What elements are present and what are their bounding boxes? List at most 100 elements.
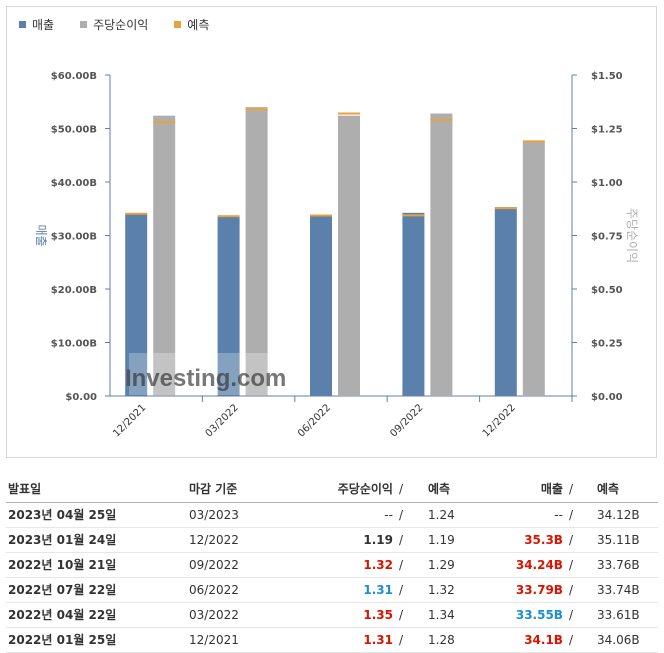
row-period: 06/2022 xyxy=(189,583,239,597)
y-left-tick-label: $60.00B xyxy=(51,71,97,82)
y-right-tick-label: $1.00 xyxy=(591,178,623,189)
legend-swatch-forecast xyxy=(174,20,182,28)
row-revenue-slash: / xyxy=(568,608,573,622)
row-eps-value: -- xyxy=(384,508,393,522)
row-date: 2022년 04월 22일 xyxy=(8,608,117,622)
table-row: 2022년 04월 22일 03/2022 1.35 / 1.34 33.55B / 33.6… xyxy=(6,603,658,628)
x-tick-label: 09/2022 xyxy=(388,402,425,439)
eps-forecast-mark xyxy=(522,140,545,143)
eps-bar xyxy=(522,141,545,396)
row-eps-slash: / xyxy=(398,533,403,547)
legend-item-revenue[interactable]: 매출 xyxy=(19,16,54,33)
y-left-tick-label: $30.00B xyxy=(51,232,97,243)
revenue-bar xyxy=(310,215,332,396)
table-header-row: 발표일 마감 기준 주당순이익 / 예측 매출 / 예측 xyxy=(6,477,658,503)
row-eps-value: 1.35 xyxy=(363,608,393,622)
y-axis-left-title: 매출 xyxy=(34,224,48,246)
x-tick-label: 06/2022 xyxy=(296,402,333,439)
row-revenue-value: 34.24B xyxy=(515,558,563,572)
table-body: 2023년 04월 25일 03/2023 --/1.24 --/34.12B 2023… xyxy=(6,503,658,653)
revenue-bar xyxy=(217,216,240,396)
row-eps-forecast: 1.28 xyxy=(428,633,455,647)
investing-watermark: Investing.com xyxy=(125,353,286,395)
row-revenue-value: -- xyxy=(554,508,563,522)
legend-label-forecast: 예측 xyxy=(187,17,210,32)
header-eps[interactable]: 주당순이익 / xyxy=(338,477,403,501)
legend-label-revenue: 매출 xyxy=(32,17,55,32)
revenue-bar xyxy=(494,207,517,396)
row-eps-forecast: 1.19 xyxy=(428,533,455,547)
row-revenue-slash: / xyxy=(568,583,573,597)
header-revenue[interactable]: 매출 / xyxy=(541,477,573,501)
row-eps-slash: / xyxy=(398,583,403,597)
eps-forecast-mark xyxy=(153,121,176,124)
legend-item-eps[interactable]: 주당순이익 xyxy=(80,16,148,33)
row-date: 2022년 01월 25일 xyxy=(8,633,117,647)
legend-item-forecast[interactable]: 예측 xyxy=(174,16,209,33)
eps-bar xyxy=(153,115,176,396)
row-eps-value: 1.32 xyxy=(363,558,393,572)
revenue-forecast-mark xyxy=(494,207,517,210)
y-right-tick-label: $0.25 xyxy=(591,339,623,350)
header-revenue-forecast[interactable]: 예측 xyxy=(597,482,620,496)
row-revenue-forecast: 33.76B xyxy=(597,558,640,572)
y-left-tick-label: $50.00B xyxy=(51,125,97,136)
row-eps: 1.31 / xyxy=(363,578,403,602)
row-period: 09/2022 xyxy=(189,558,239,572)
row-eps-slash: / xyxy=(398,633,403,647)
row-eps-value: 1.31 xyxy=(363,583,393,597)
revenue-forecast-mark xyxy=(402,214,425,217)
row-period: 12/2021 xyxy=(189,633,239,647)
row-eps-slash: / xyxy=(398,608,403,622)
eps-bar xyxy=(245,107,268,396)
y-right-tick-label: $0.50 xyxy=(591,285,623,296)
x-tick-label: 03/2022 xyxy=(204,402,241,439)
y-left-tick-label: $10.00B xyxy=(51,339,97,350)
row-eps-value: 1.19 xyxy=(363,533,393,547)
revenue-bar xyxy=(125,213,148,396)
row-revenue-forecast: 34.06B xyxy=(597,633,640,647)
row-date: 2022년 10월 21일 xyxy=(8,558,117,572)
revenue-forecast-mark xyxy=(310,214,332,217)
y-left-tick-label: $0.00 xyxy=(65,392,97,403)
legend-swatch-revenue xyxy=(19,20,26,28)
row-eps: 1.31 / xyxy=(363,628,403,652)
header-eps-label: 주당순이익 xyxy=(337,482,393,496)
row-eps-slash: / xyxy=(398,558,403,572)
row-revenue: 34.24B / xyxy=(516,553,573,577)
y-left-tick-label: $20.00B xyxy=(51,285,97,296)
chart-plot: $0.00 $10.00B $20.00B $30.00B $40.00B $50.00B… xyxy=(34,71,639,439)
header-eps-forecast[interactable]: 예측 xyxy=(428,482,451,496)
chart-legend: 매출 주당순이익 예측 xyxy=(19,13,235,35)
row-revenue-value: 35.3B xyxy=(524,533,563,547)
row-revenue-value: 33.79B xyxy=(515,583,563,597)
row-eps-forecast: 1.32 xyxy=(428,583,455,597)
row-period: 12/2022 xyxy=(189,533,239,547)
header-revenue-label: 매출 xyxy=(540,482,563,496)
legend-label-eps: 주당순이익 xyxy=(93,17,149,32)
row-eps: 1.19 / xyxy=(363,528,403,552)
earnings-table: 발표일 마감 기준 주당순이익 / 예측 매출 / 예측 2023년 04월 25일… xyxy=(6,477,658,653)
header-period[interactable]: 마감 기준 xyxy=(189,482,238,496)
row-date: 2023년 01월 24일 xyxy=(8,533,117,547)
eps-forecast-mark xyxy=(338,112,360,115)
row-revenue-value: 34.1B xyxy=(524,633,563,647)
row-revenue: -- / xyxy=(554,503,573,527)
legend-swatch-eps xyxy=(80,20,88,28)
row-revenue: 35.3B / xyxy=(524,528,573,552)
row-revenue: 33.55B / xyxy=(516,603,573,627)
x-tick-label: 12/2022 xyxy=(481,402,518,439)
table-row: 2022년 01월 25일 12/2021 1.31 / 1.28 34.1B / 34.06… xyxy=(6,628,658,653)
row-period: 03/2022 xyxy=(189,608,239,622)
eps-bar xyxy=(338,115,360,396)
y-axis-right-title: 주당순이익 xyxy=(625,208,639,263)
row-revenue-forecast: 33.61B xyxy=(597,608,640,622)
table-row: 2022년 07월 22일 06/2022 1.31/1.32 33.79B/33.7… xyxy=(6,578,658,603)
row-period: 03/2023 xyxy=(189,508,239,522)
eps-forecast-mark xyxy=(430,118,453,121)
revenue-forecast-mark xyxy=(125,212,148,215)
header-date[interactable]: 발표일 xyxy=(8,482,42,496)
row-eps-forecast: 1.29 xyxy=(428,558,455,572)
y-right-tick-label: $1.50 xyxy=(591,71,623,82)
revenue-forecast-mark xyxy=(217,215,240,218)
